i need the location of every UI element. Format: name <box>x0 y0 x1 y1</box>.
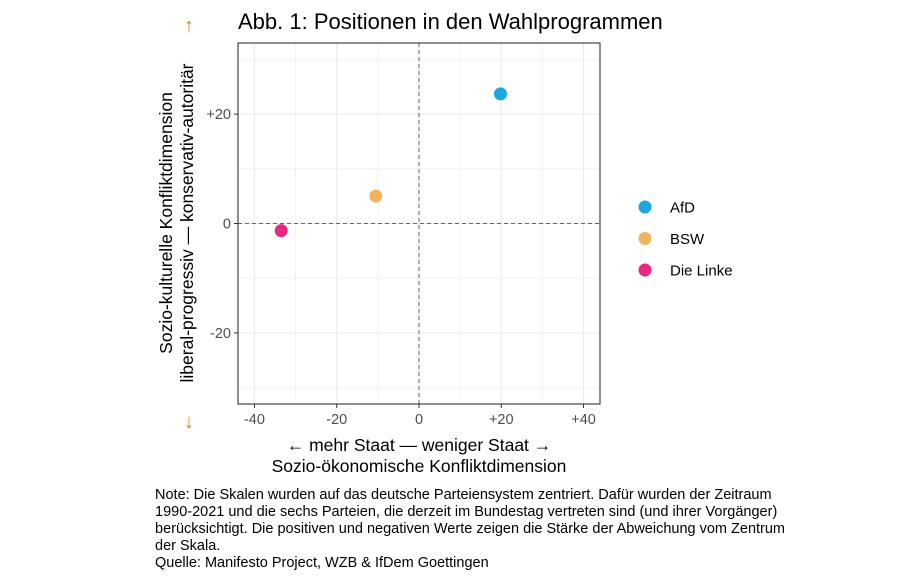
legend: AfD BSW Die Linke <box>638 200 733 280</box>
legend-key <box>638 200 652 214</box>
x-axis-label-line2: Sozio-ökonomische Konfliktdimension <box>272 456 567 476</box>
x-tick-label: +20 <box>489 412 514 428</box>
y-axis-label-line1: Sozio-kulturelle Konfliktdimension <box>156 92 176 354</box>
x-axis-label-line1: ← mehr Staat — weniger Staat → <box>287 435 552 455</box>
y-tick-label: 0 <box>223 217 231 233</box>
y-arrow-down: ↓ <box>184 411 194 433</box>
y-axis-label-line2: liberal-progressiv — konservativ-autorit… <box>177 63 197 382</box>
source-text: Quelle: Manifesto Project, WZB & IfDem G… <box>155 555 489 571</box>
point-afd <box>493 87 507 101</box>
x-tick-label: -20 <box>326 412 347 428</box>
y-tick-label: +20 <box>206 107 231 123</box>
legend-key <box>638 263 652 277</box>
chart-title: Abb. 1: Positionen in den Wahlprogrammen <box>238 9 663 34</box>
point-bsw <box>369 189 383 203</box>
legend-key <box>638 232 652 245</box>
y-tick-label: -20 <box>210 326 231 342</box>
legend-label: AfD <box>670 200 695 217</box>
y-arrow-up: ↑ <box>184 15 194 37</box>
chart-note: Note: Die Skalen wurden auf das deutsche… <box>155 487 795 572</box>
x-tick-label: -40 <box>244 412 265 428</box>
x-tick-label: 0 <box>415 412 423 428</box>
point-die-linke <box>274 224 288 238</box>
x-tick-label: +40 <box>571 412 596 428</box>
legend-label: BSW <box>670 231 705 248</box>
legend-label: Die Linke <box>670 263 733 280</box>
note-text: Note: Die Skalen wurden auf das deutsche… <box>155 487 786 554</box>
